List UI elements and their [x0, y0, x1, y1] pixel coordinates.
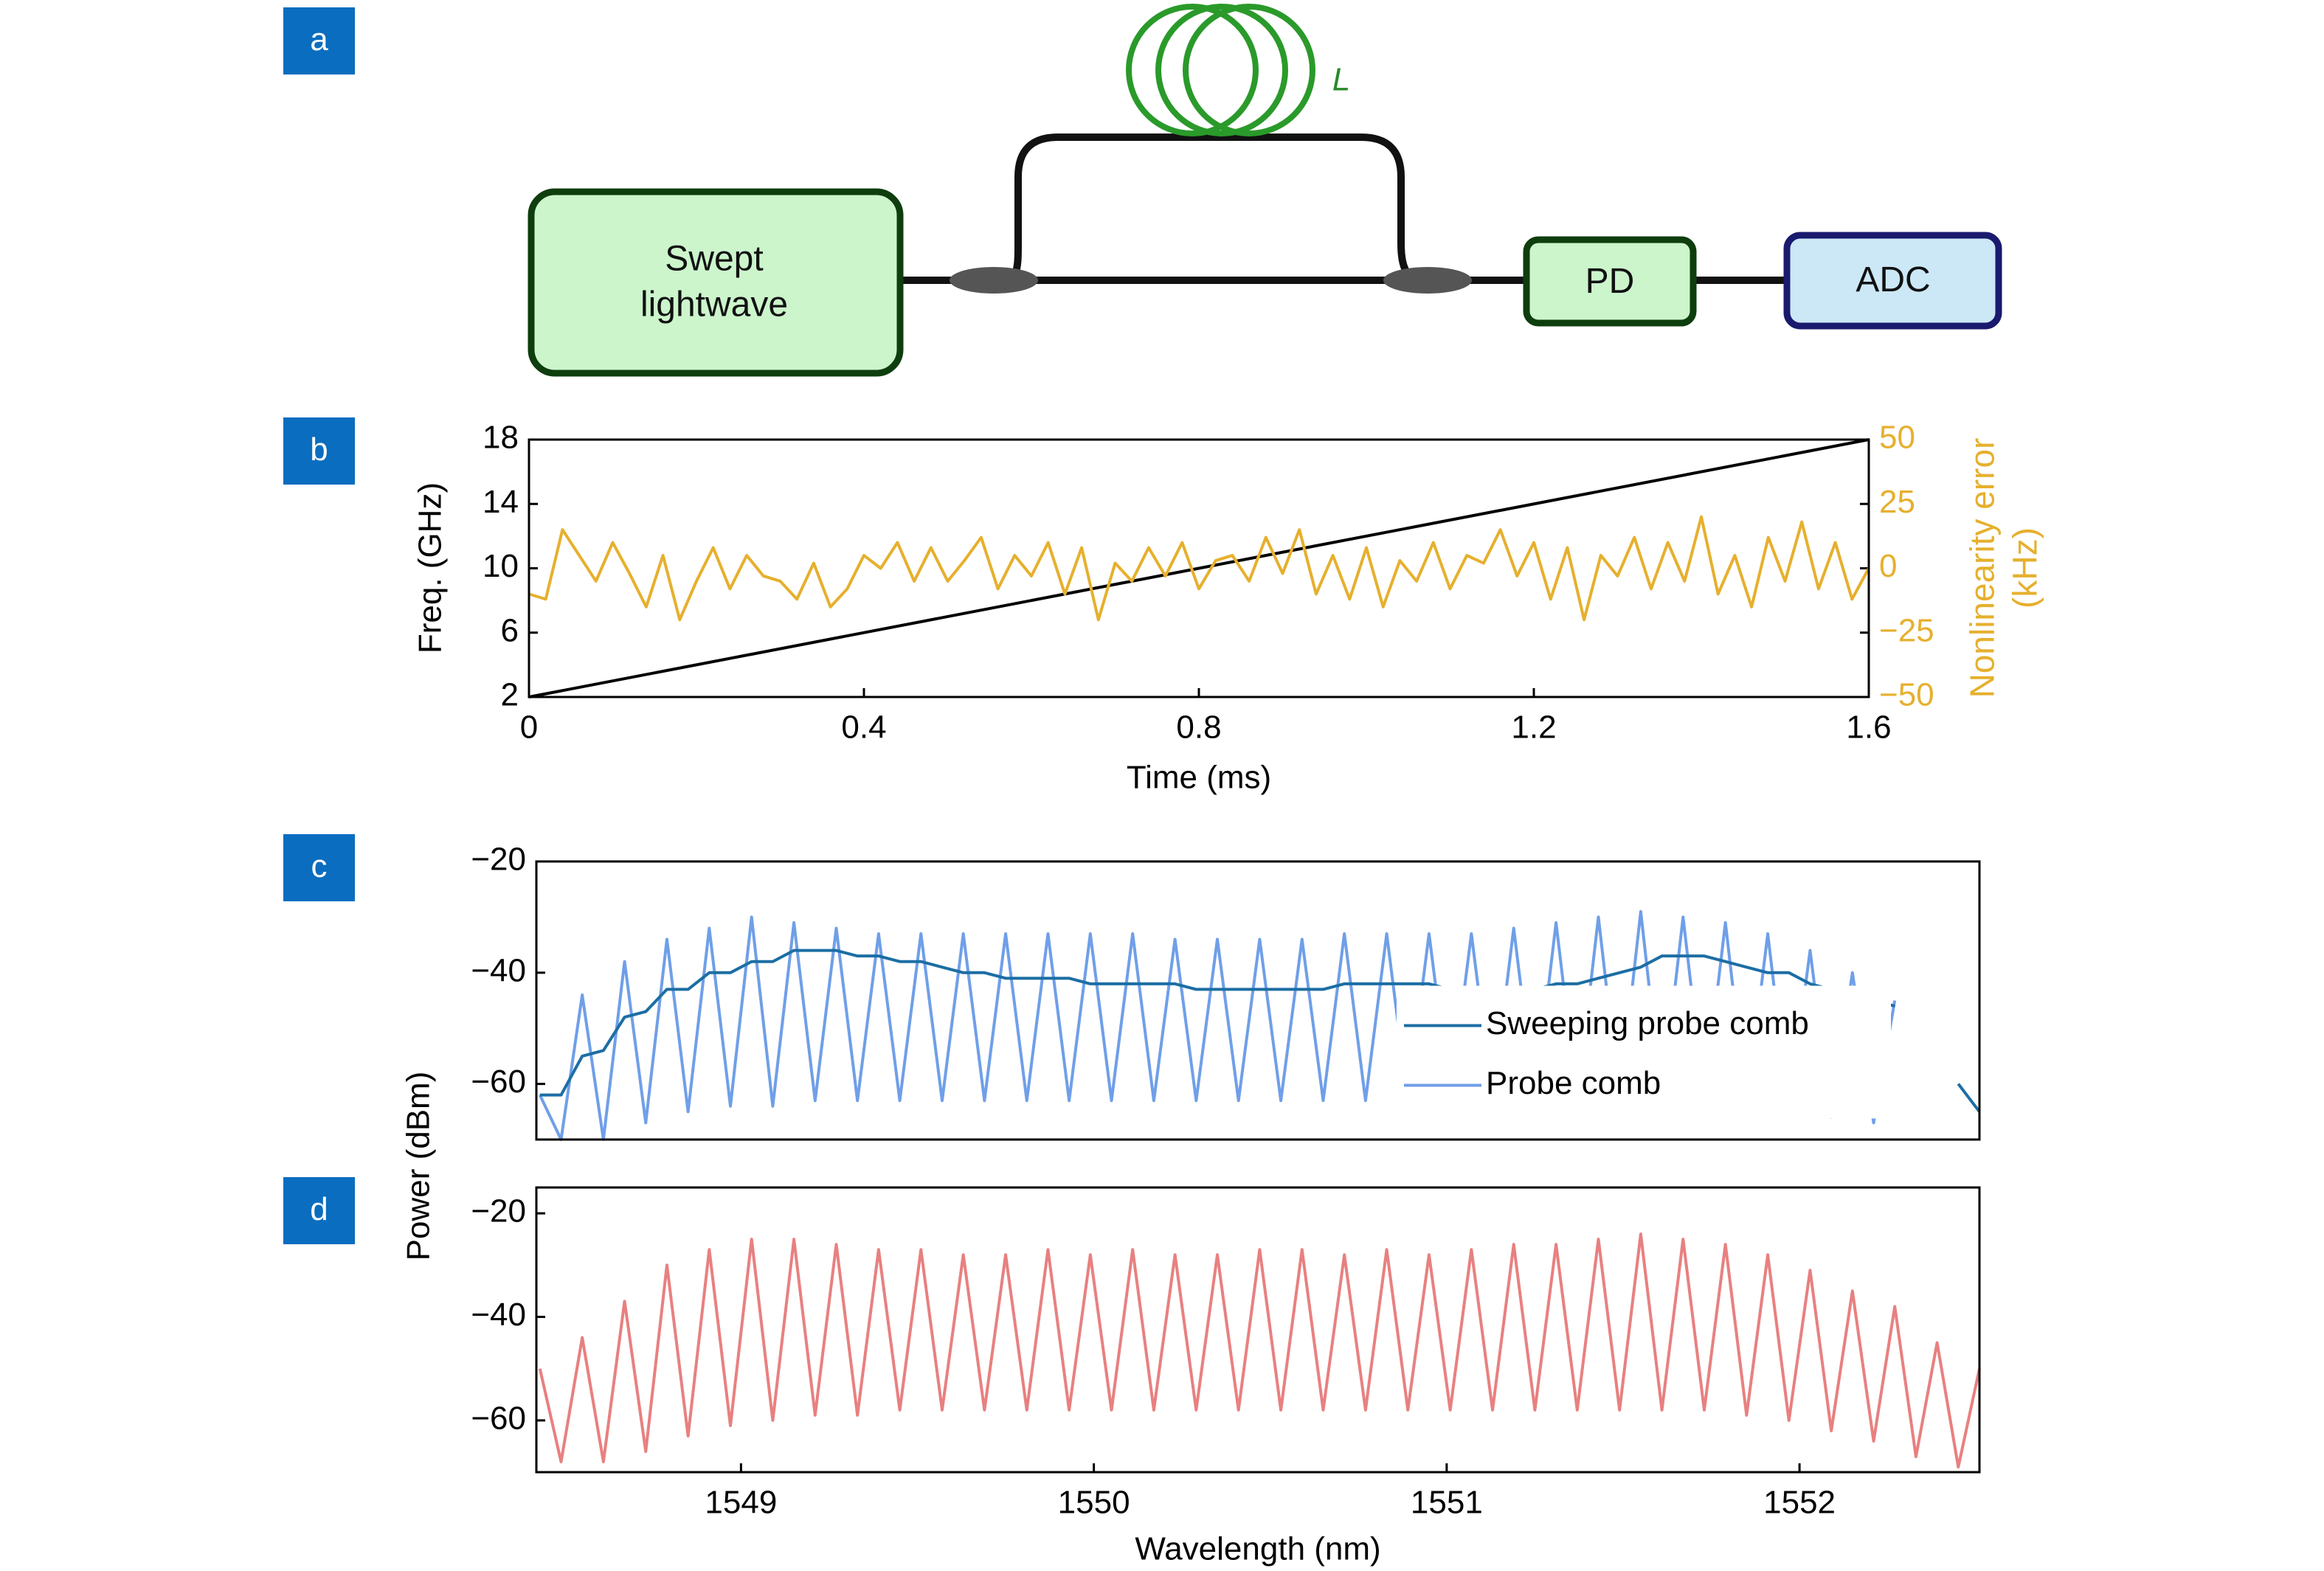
diagram: L: [528, 4, 2002, 377]
x-tick-label: 1552: [1763, 1485, 1836, 1521]
adc-label: ADC: [1856, 260, 1931, 299]
y-tick-label: −20: [471, 1193, 526, 1230]
fiber-coil: [1183, 4, 1315, 136]
pd-box: [1523, 236, 1697, 327]
y-tick-label: 2: [501, 677, 519, 713]
fiber-coil: [1155, 4, 1288, 136]
x-tick-label: 1.2: [1511, 710, 1556, 746]
source-label: Swept lightwave: [640, 239, 789, 325]
coupler: [1383, 267, 1472, 294]
panel-label: c: [283, 834, 355, 901]
y2-tick-label: −50: [1879, 677, 1934, 713]
y-tick-label: 6: [501, 612, 519, 648]
x-tick-label: 0.4: [841, 710, 886, 746]
legend-background: [1397, 985, 1891, 1119]
delay-arm: [1003, 133, 1425, 284]
legend-label: Probe comb: [1486, 1065, 1661, 1101]
x-tick-label: 1550: [1058, 1485, 1130, 1521]
y-tick-label: 10: [483, 548, 519, 584]
coupler: [950, 267, 1038, 294]
data-line: [539, 949, 1981, 1113]
panel-label: b: [283, 417, 355, 485]
y-axis-label: Power (dBm): [401, 1072, 437, 1261]
adc-box: [1783, 232, 2002, 330]
y2-tick-label: 0: [1879, 548, 1897, 584]
x-axis-label: Time (ms): [1127, 760, 1271, 796]
x-tick-label: 1551: [1411, 1485, 1483, 1521]
fiber-coil: [1126, 4, 1259, 136]
source-box: [528, 188, 904, 377]
x-tick-label: 0.8: [1176, 710, 1221, 746]
data-line: [528, 515, 1870, 622]
y-axis-label: Freq. (GHz): [412, 482, 449, 653]
fiber-length-label: L: [1332, 62, 1350, 98]
y-tick-label: −20: [471, 842, 526, 878]
x-axis-label: Wavelength (nm): [1135, 1531, 1380, 1567]
plot-frame: [528, 438, 1870, 698]
y2-tick-label: 50: [1879, 420, 1915, 456]
panel-label: d: [283, 1177, 355, 1244]
y-tick-label: −60: [471, 1400, 526, 1436]
x-tick-label: 1549: [705, 1485, 777, 1521]
plot-frame: [535, 1186, 1981, 1474]
data-line: [528, 438, 1870, 698]
y-tick-label: 18: [483, 420, 519, 456]
y-tick-label: −60: [471, 1064, 526, 1100]
panel-label: a: [283, 7, 355, 74]
legend-label: Sweeping probe comb: [1486, 1005, 1809, 1041]
y-tick-label: 14: [483, 484, 519, 520]
y2-axis-label: Nonlinearity error (kHz): [1962, 437, 2044, 698]
y2-tick-label: −25: [1879, 612, 1934, 648]
y-tick-label: −40: [471, 952, 526, 988]
data-line: [538, 1232, 1981, 1468]
plot-frame: [535, 860, 1981, 1141]
y2-tick-label: 25: [1879, 484, 1915, 520]
pd-label: PD: [1585, 261, 1635, 301]
x-tick-label: 1.6: [1846, 710, 1891, 746]
x-tick-label: 0: [520, 710, 538, 746]
y-tick-label: −40: [471, 1297, 526, 1333]
